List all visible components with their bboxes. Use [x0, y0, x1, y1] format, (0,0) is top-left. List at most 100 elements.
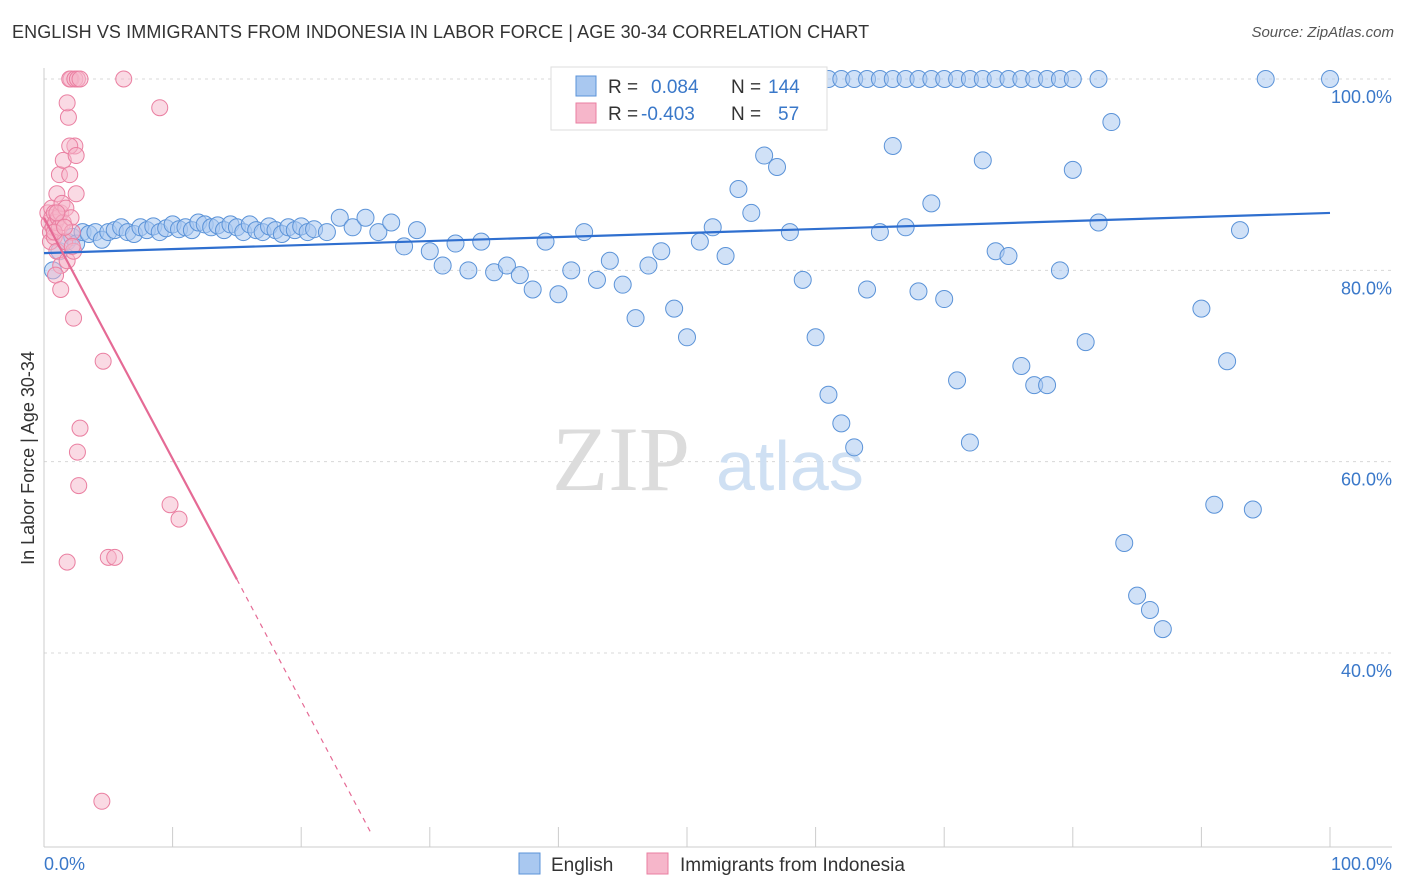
- english-point: [935, 290, 954, 309]
- english-point: [665, 299, 684, 318]
- english-point: [729, 180, 748, 199]
- english-point: [330, 208, 349, 227]
- english-point: [1218, 352, 1237, 371]
- grid-lines: [44, 78, 1392, 654]
- x-tick-label-min: 0.0%: [44, 854, 85, 874]
- indonesia-point: [58, 553, 76, 571]
- indonesia-point: [56, 218, 74, 236]
- indonesia-point: [93, 792, 111, 810]
- english-point: [626, 309, 645, 328]
- axes: [43, 68, 1392, 848]
- legend-english-label[interactable]: English: [551, 855, 613, 876]
- english-point: [1243, 500, 1262, 519]
- x-ticks: [43, 827, 1331, 847]
- english-point: [600, 251, 619, 270]
- y-tick-label: 80.0%: [1341, 278, 1392, 298]
- english-point: [433, 256, 452, 275]
- watermark-atlas: atlas: [716, 427, 864, 505]
- english-point: [909, 282, 928, 301]
- indonesia-point: [61, 166, 79, 184]
- y-tick-labels: 40.0% 60.0% 80.0% 100.0%: [1331, 87, 1392, 681]
- english-point: [806, 328, 825, 347]
- indonesia-point: [70, 477, 88, 495]
- english-point: [549, 285, 568, 304]
- x-tick-label-max: 100.0%: [1331, 854, 1392, 874]
- english-point: [510, 266, 529, 285]
- english-point: [1230, 221, 1249, 240]
- english-point: [845, 438, 864, 457]
- indonesia-point: [106, 548, 124, 566]
- indonesia-point: [71, 70, 89, 88]
- stats-indonesia-swatch: [575, 102, 597, 124]
- english-point: [1089, 70, 1108, 88]
- indonesia-point: [67, 185, 85, 203]
- english-point: [1050, 261, 1069, 280]
- indonesia-point: [47, 266, 65, 284]
- english-point: [497, 256, 516, 275]
- stats-indonesia-n-label: N =: [731, 104, 761, 125]
- indonesia-point: [48, 204, 66, 222]
- english-point: [742, 203, 761, 222]
- stats-indonesia-r-value: -0.403: [641, 104, 695, 125]
- stats-indonesia-n-value: 57: [778, 104, 799, 125]
- english-point: [562, 261, 581, 280]
- y-tick-label: 100.0%: [1331, 87, 1392, 107]
- english-point: [1140, 600, 1159, 619]
- english-point: [369, 223, 388, 242]
- english-point: [690, 232, 709, 251]
- stats-english-n-label: N =: [731, 77, 761, 98]
- stats-english-swatch: [575, 75, 597, 97]
- english-point: [575, 223, 594, 242]
- english-point: [407, 221, 426, 240]
- stats-english-r-label: R =: [608, 77, 638, 98]
- english-point: [793, 270, 812, 289]
- english-point: [1063, 160, 1082, 179]
- english-point: [472, 232, 491, 251]
- english-point: [652, 242, 671, 261]
- legend-english-swatch[interactable]: [518, 852, 541, 875]
- english-point: [1038, 376, 1057, 395]
- indonesia-point: [161, 496, 179, 514]
- y-tick-label: 40.0%: [1341, 661, 1392, 681]
- stats-box: R = 0.084 N = 144 R = -0.403 N = 57: [550, 66, 828, 131]
- english-point: [948, 371, 967, 390]
- indonesia-point: [65, 309, 83, 327]
- english-point: [1115, 533, 1134, 552]
- english-point: [1089, 213, 1108, 232]
- english-point: [1321, 70, 1339, 88]
- english-point: [1102, 113, 1121, 132]
- indonesia-point: [151, 99, 169, 117]
- legend-indonesia-swatch[interactable]: [646, 852, 669, 875]
- indonesia-point: [52, 280, 70, 298]
- y-axis-label: In Labor Force | Age 30-34: [18, 351, 38, 565]
- english-point: [755, 146, 774, 165]
- english-point: [1128, 586, 1147, 605]
- legend-indonesia-label[interactable]: Immigrants from Indonesia: [680, 855, 905, 876]
- english-point: [1012, 357, 1031, 375]
- english-point: [1205, 495, 1224, 514]
- english-point: [459, 261, 478, 280]
- indonesia-point: [68, 443, 86, 461]
- english-point: [922, 194, 941, 213]
- english-point: [1076, 333, 1095, 352]
- english-point: [317, 223, 336, 242]
- english-point: [716, 246, 735, 265]
- english-point: [780, 223, 799, 242]
- english-point: [446, 234, 465, 253]
- english-point: [587, 270, 606, 289]
- english-point: [999, 246, 1018, 265]
- english-point: [382, 213, 401, 232]
- english-point: [420, 242, 439, 261]
- english-point: [832, 414, 851, 433]
- legend: English Immigrants from Indonesia: [518, 852, 905, 876]
- english-point: [356, 208, 375, 227]
- english-point: [819, 385, 838, 404]
- indonesia-trend-line: [43, 217, 238, 580]
- english-trend-line: [43, 211, 1331, 255]
- english-point: [768, 158, 787, 177]
- english-point: [678, 328, 696, 347]
- english-point: [960, 433, 979, 452]
- y-tick-label: 60.0%: [1341, 470, 1392, 490]
- stats-english-n-value: 144: [768, 77, 800, 98]
